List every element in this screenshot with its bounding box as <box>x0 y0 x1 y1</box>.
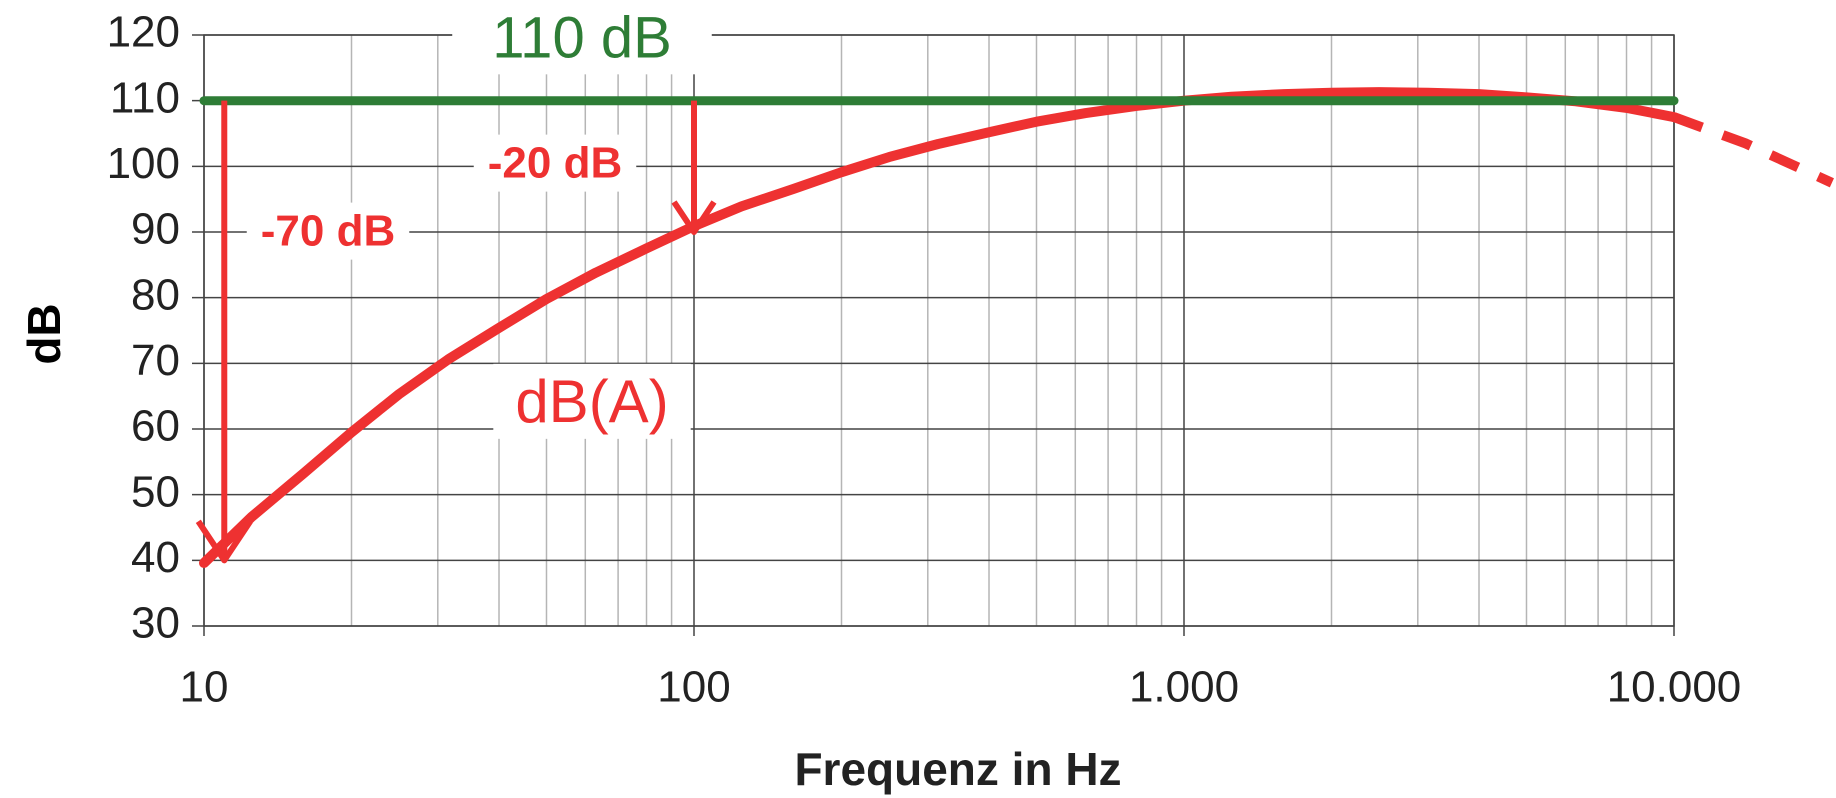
label-background <box>452 1 712 75</box>
series-line <box>199 87 1679 568</box>
x-tick-label: 100 <box>657 663 730 712</box>
arrow-head <box>195 519 253 564</box>
label-background <box>493 363 691 439</box>
series-label: dB(A) <box>515 368 668 435</box>
label-background <box>246 202 410 260</box>
y-tick-label: 50 <box>131 467 180 516</box>
extension-line <box>1672 112 1834 188</box>
y-tick-label: 30 <box>131 599 180 648</box>
y-tick-label: 60 <box>131 402 180 451</box>
x-tick-label: 10 <box>180 663 229 712</box>
plot-frame <box>203 34 1675 627</box>
y-tick-label: 100 <box>107 139 180 188</box>
y-tick-label: 80 <box>131 270 180 319</box>
grid <box>192 34 1675 636</box>
y-tick-label: 70 <box>131 336 180 385</box>
y-tick-label: 120 <box>107 8 180 57</box>
x-axis-title: Frequenz in Hz <box>794 743 1121 795</box>
x-tick-label: 1.000 <box>1129 663 1239 712</box>
series-label: 110 dB <box>492 5 672 70</box>
y-axis-title: dB <box>18 303 70 364</box>
y-tick-label: 110 <box>110 73 180 122</box>
x-tick-label: 10.000 <box>1607 663 1742 712</box>
annotation: -20 dB <box>488 139 622 188</box>
arrow-head <box>671 200 717 235</box>
y-tick-label: 90 <box>131 205 180 254</box>
y-tick-label: 40 <box>131 533 180 582</box>
annotation: -70 dB <box>261 207 395 256</box>
label-background <box>473 134 637 192</box>
